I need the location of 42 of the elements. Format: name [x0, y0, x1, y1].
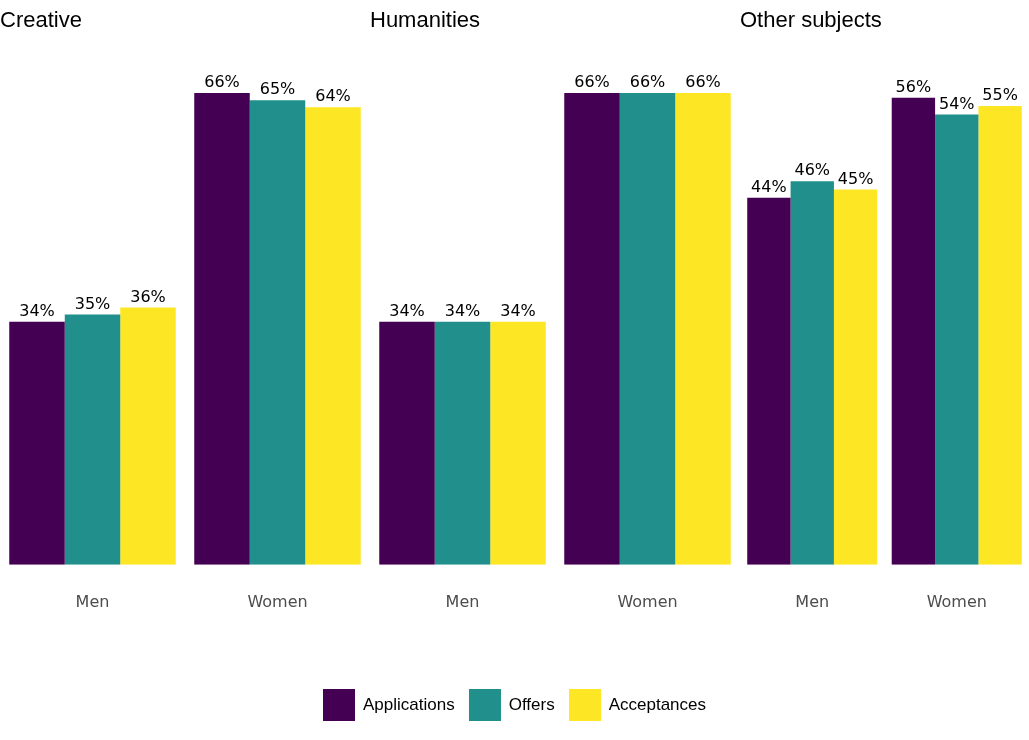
bar	[64, 314, 121, 565]
data-label: 65%	[259, 79, 296, 99]
data-label: 66%	[685, 72, 721, 92]
x-tick-label: Men	[445, 591, 480, 611]
bar	[833, 189, 878, 565]
legend-label: Acceptances	[608, 695, 706, 715]
data-label: 36%	[130, 286, 166, 306]
bar	[935, 114, 979, 565]
bar	[891, 97, 936, 565]
data-label: 34%	[444, 300, 481, 320]
bar	[790, 181, 834, 565]
bar	[249, 100, 306, 565]
chart-title: Creative	[0, 7, 82, 33]
data-label: 56%	[895, 76, 932, 96]
bar	[978, 106, 1022, 565]
chart-title: Other subjects	[740, 7, 882, 33]
data-label: 66%	[629, 72, 666, 92]
x-tick-label: Men	[75, 591, 110, 611]
data-label: 35%	[74, 293, 111, 313]
chart-title: Humanities	[370, 7, 481, 33]
bar	[747, 197, 791, 565]
data-label: 45%	[837, 168, 874, 188]
bar	[194, 92, 250, 565]
legend-label: Offers	[508, 695, 555, 715]
bar	[9, 321, 65, 565]
data-label: 34%	[500, 300, 536, 320]
data-label: 54%	[938, 93, 975, 113]
bar	[120, 307, 176, 565]
data-label: 64%	[315, 86, 351, 106]
data-label: 34%	[389, 300, 425, 320]
x-tick-label: Women	[617, 591, 678, 611]
data-label: 55%	[982, 85, 1018, 105]
data-label: 44%	[751, 177, 787, 196]
legend-label: Applications	[363, 695, 455, 715]
bar	[305, 107, 361, 565]
data-label: 34%	[19, 300, 55, 320]
data-label: 46%	[794, 160, 831, 180]
data-label: 66%	[204, 72, 240, 92]
x-tick-label: Women	[926, 591, 987, 611]
x-tick-label: Women	[247, 591, 308, 611]
data-label: 66%	[574, 72, 610, 92]
x-tick-label: Men	[795, 591, 830, 611]
